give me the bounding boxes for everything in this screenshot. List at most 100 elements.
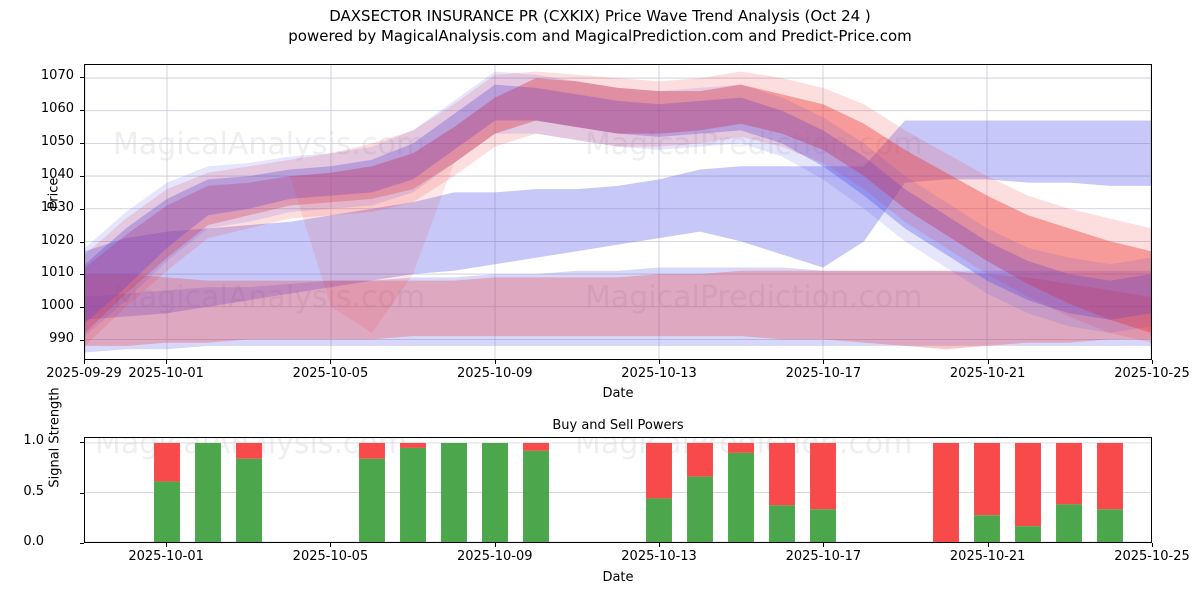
price-x-axis-label: Date	[602, 386, 634, 401]
price-y-tickmark	[80, 77, 84, 79]
signal-bar-buy	[400, 447, 426, 542]
signal-bar-buy	[359, 458, 385, 542]
signal-bar-sell	[1015, 442, 1041, 527]
signal-x-tickmark	[1152, 543, 1153, 547]
price-y-tickmark	[80, 110, 84, 112]
price-y-tick: 1040	[40, 166, 74, 182]
signal-y-axis-label: Signal Strength	[47, 387, 63, 488]
price-y-tickmark	[80, 208, 84, 210]
price-chart-svg	[85, 65, 1151, 359]
signal-bar-sell	[236, 442, 262, 459]
price-band-red-wave-main	[85, 78, 1151, 333]
signal-x-tickmark	[494, 543, 496, 547]
signal-bar-buy	[728, 452, 754, 542]
signal-bar-buy	[687, 476, 713, 542]
signal-bar-buy	[1015, 526, 1041, 542]
signal-x-tickmark	[659, 543, 661, 547]
signal-y-tickmark	[80, 543, 84, 544]
signal-bar-buy	[810, 509, 836, 542]
signal-bar-sell	[523, 442, 549, 451]
price-y-tickmark	[80, 307, 84, 309]
price-x-tickmark	[166, 360, 168, 364]
price-band-blue-wave-main	[85, 84, 1151, 324]
price-chart-plot-area: MagicalAnalysis.com MagicalPrediction.co…	[84, 64, 1152, 360]
price-band-blue-wave-halo	[85, 71, 1151, 337]
price-y-tick: 990	[49, 331, 74, 347]
price-y-tickmark	[80, 175, 84, 177]
signal-x-tickmark	[166, 543, 168, 547]
signal-bar-sell	[1097, 442, 1123, 510]
page-title: DAXSECTOR INSURANCE PR (CXKIX) Price Wav…	[0, 6, 1200, 46]
signal-bar-sell	[810, 442, 836, 510]
price-band-red-v-notch	[85, 78, 1151, 333]
price-x-tick: 2025-10-21	[949, 366, 1026, 381]
signal-bar-buy	[195, 442, 221, 542]
price-band-red-wave-halo	[85, 71, 1151, 346]
price-band-blue-wide-upper-band	[85, 120, 1151, 320]
signal-x-tickmark	[823, 543, 825, 547]
signal-x-tick: 2025-10-17	[785, 549, 862, 564]
signal-bar-buy	[1097, 509, 1123, 542]
signal-bar-buy	[154, 481, 180, 542]
price-y-tick: 1070	[40, 68, 74, 84]
price-y-tick: 1010	[40, 265, 74, 281]
signal-x-tick: 2025-10-01	[128, 549, 204, 564]
price-x-tick: 2025-10-17	[785, 366, 862, 381]
price-x-tickmark	[659, 360, 661, 364]
signal-bar-buy	[769, 505, 795, 542]
signal-x-tick: 2025-10-13	[621, 549, 697, 564]
price-y-tickmark	[80, 274, 84, 276]
price-x-tick: 2025-10-25	[1114, 366, 1190, 381]
signal-y-tick: 0.5	[23, 483, 44, 499]
signal-bar-buy	[236, 458, 262, 542]
signal-x-tick: 2025-10-05	[292, 549, 369, 564]
signal-bar-sell	[154, 442, 180, 482]
signal-bar-sell	[646, 442, 672, 499]
title-line-secondary: powered by MagicalAnalysis.com and Magic…	[288, 27, 912, 45]
price-x-tickmark	[987, 360, 989, 364]
signal-bar-sell	[769, 442, 795, 506]
signal-x-axis-label: Date	[602, 570, 634, 585]
price-y-tickmark	[80, 142, 84, 144]
signal-x-tick: 2025-10-09	[456, 549, 533, 564]
signal-chart-plot-area: MagicalAnalysis.com MagicalPrediction.co…	[84, 437, 1152, 543]
signal-bar-buy	[1056, 504, 1082, 542]
signal-bar-sell	[933, 442, 959, 542]
signal-bar-sell	[359, 442, 385, 459]
signal-bar-sell	[687, 442, 713, 477]
signal-x-tickmark	[330, 543, 332, 547]
signal-y-tick: 0.0	[23, 534, 44, 549]
signal-bar-buy	[646, 498, 672, 542]
signal-bar-buy	[523, 450, 549, 542]
signal-y-tickmark	[80, 442, 84, 444]
price-x-tick: 2025-10-09	[456, 366, 533, 381]
price-x-tickmark	[84, 360, 85, 364]
signal-y-tick: 1.0	[23, 433, 44, 449]
price-y-tickmark	[80, 340, 84, 342]
price-y-tick: 1030	[40, 199, 74, 215]
price-y-tick: 1050	[40, 133, 74, 149]
signal-x-tick: 2025-10-21	[949, 549, 1026, 564]
price-x-tick: 2025-09-29	[46, 366, 122, 381]
title-line-primary: DAXSECTOR INSURANCE PR (CXKIX) Price Wav…	[329, 7, 871, 25]
signal-chart-title: Buy and Sell Powers	[552, 418, 684, 433]
price-x-tickmark	[330, 360, 332, 364]
signal-bar-sell	[974, 442, 1000, 516]
price-x-tickmark	[1152, 360, 1153, 364]
price-x-tick: 2025-10-05	[292, 366, 369, 381]
signal-bar-buy	[441, 442, 467, 542]
signal-bar-sell	[728, 442, 754, 453]
price-y-tick: 1060	[40, 101, 74, 117]
signal-bar-buy	[974, 515, 1000, 542]
price-x-tickmark	[823, 360, 825, 364]
price-x-tick: 2025-10-13	[621, 366, 697, 381]
price-y-tickmark	[80, 241, 84, 243]
signal-bar-sell	[400, 442, 426, 448]
signal-bar-buy	[482, 442, 508, 542]
price-y-tick: 1020	[40, 232, 74, 248]
price-y-tick: 1000	[40, 298, 74, 314]
price-band-blue-lower-band	[85, 267, 1151, 353]
signal-y-tickmark	[80, 492, 84, 494]
signal-x-tick: 2025-10-25	[1114, 549, 1190, 564]
